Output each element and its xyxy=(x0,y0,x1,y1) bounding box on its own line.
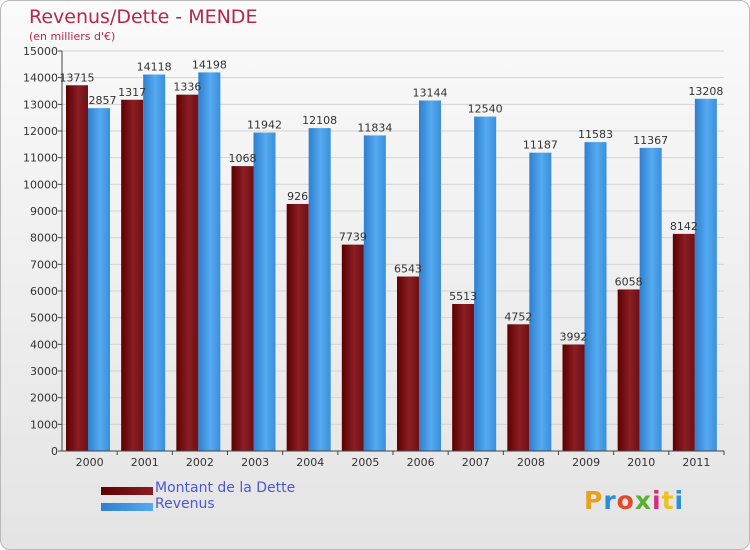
bar-dette xyxy=(286,203,309,451)
bar-dette xyxy=(341,244,364,451)
data-label-dette: 1336 xyxy=(173,81,201,94)
data-label-revenus: 14118 xyxy=(137,61,172,74)
data-label-dette: 4752 xyxy=(504,310,532,323)
legend-swatch-revenus xyxy=(101,503,153,511)
y-tick-label: 6000 xyxy=(30,285,58,298)
data-label-revenus: 12857 xyxy=(82,94,117,107)
bar-dette xyxy=(231,166,254,451)
bar-revenus xyxy=(363,135,386,451)
bar-dette xyxy=(121,99,144,452)
data-label-dette: 8142 xyxy=(670,220,698,233)
bar-dette xyxy=(452,303,475,451)
logo-letter: t xyxy=(661,486,675,515)
bar-revenus xyxy=(143,74,166,452)
bar-revenus xyxy=(584,142,607,451)
data-label-revenus: 13208 xyxy=(688,85,723,98)
bar-dette xyxy=(562,344,585,451)
gridlines xyxy=(62,50,724,425)
bar-revenus xyxy=(419,100,441,451)
legend-swatch-dette xyxy=(101,487,153,495)
logo-letter: x xyxy=(634,486,652,515)
y-tick-label: 8000 xyxy=(30,232,58,245)
x-tick-label: 2006 xyxy=(407,456,435,469)
data-label-revenus: 12108 xyxy=(302,114,337,127)
chart-title: Revenus/Dette - MENDE xyxy=(29,6,258,28)
data-label-dette: 1068 xyxy=(229,152,257,165)
y-tick-label: 12000 xyxy=(23,125,58,138)
legend-label-dette: Montant de la Dette xyxy=(155,480,296,496)
data-label-dette: 1317 xyxy=(118,86,146,99)
y-tick-label: 10000 xyxy=(23,178,58,191)
y-tick-label: 2000 xyxy=(30,392,58,405)
bar-revenus xyxy=(529,152,552,451)
data-label-revenus: 14198 xyxy=(192,58,227,71)
y-tick-label: 7000 xyxy=(30,258,58,271)
logo-letter: i xyxy=(674,486,685,515)
data-label-revenus: 11367 xyxy=(633,134,668,147)
bar-dette xyxy=(507,324,530,451)
bar-revenus xyxy=(253,132,276,451)
bar-revenus xyxy=(198,72,221,452)
y-tick-label: 11000 xyxy=(23,152,58,165)
logo-letter: i xyxy=(652,486,662,515)
data-label-dette: 6543 xyxy=(394,263,422,276)
bar-dette xyxy=(176,94,199,452)
chart-subtitle: (en milliers d'€) xyxy=(29,30,116,43)
bar-revenus xyxy=(639,147,662,451)
proxiti-logo: Proxiti xyxy=(584,486,684,515)
y-tick-label: 1000 xyxy=(30,418,58,431)
bar-revenus xyxy=(694,98,717,451)
data-label-revenus: 11942 xyxy=(247,119,282,132)
data-label-dette: 5513 xyxy=(449,290,477,303)
x-tick-label: 2008 xyxy=(517,456,545,469)
y-tick-label: 15000 xyxy=(23,45,58,58)
y-tick-label: 3000 xyxy=(30,365,58,378)
x-tick-label: 2011 xyxy=(682,456,710,469)
data-label-dette: 7739 xyxy=(339,231,367,244)
x-tick-label: 2003 xyxy=(241,456,269,469)
axes: 0 1000 2000 3000 4000 5000 6000 7000 8000 9000 100… xyxy=(23,45,725,469)
x-tick-label: 2009 xyxy=(572,456,600,469)
bar-dette xyxy=(66,85,88,452)
data-label-dette: 13715 xyxy=(60,71,95,84)
y-tick-label: 4000 xyxy=(30,338,58,351)
x-tick-label: 2010 xyxy=(627,456,655,469)
data-label-revenus: 11834 xyxy=(357,121,392,134)
bars xyxy=(66,72,717,452)
y-tick-label: 5000 xyxy=(30,312,58,325)
bar-revenus xyxy=(308,128,331,451)
bar-dette xyxy=(397,276,419,451)
x-tick-label: 2005 xyxy=(351,456,379,469)
data-label-dette: 6058 xyxy=(615,275,643,288)
data-label-revenus: 12540 xyxy=(468,103,503,116)
x-tick-label: 2002 xyxy=(186,456,214,469)
data-label-revenus: 11187 xyxy=(523,139,558,152)
x-tick-label: 2000 xyxy=(76,456,104,469)
y-tick-label: 13000 xyxy=(23,98,58,111)
bar-dette xyxy=(672,233,695,451)
bar-revenus xyxy=(88,108,110,451)
x-tick-label: 2001 xyxy=(131,456,159,469)
bar-revenus xyxy=(474,116,497,451)
logo-letter: P xyxy=(584,486,604,515)
y-tick-label: 9000 xyxy=(30,205,58,218)
data-label-revenus: 11583 xyxy=(578,128,613,141)
x-tick-label: 2007 xyxy=(462,456,490,469)
logo-letter: o xyxy=(616,486,635,515)
data-label-dette: 926 xyxy=(287,190,308,203)
data-label-revenus: 13144 xyxy=(413,86,448,99)
data-label-dette: 3992 xyxy=(560,331,588,344)
legend-label-revenus: Revenus xyxy=(155,496,215,512)
logo-letter: r xyxy=(603,486,617,515)
bar-dette xyxy=(617,289,640,451)
x-tick-label: 2004 xyxy=(296,456,324,469)
y-tick-label: 14000 xyxy=(23,72,58,85)
y-tick-label: 0 xyxy=(51,445,58,458)
